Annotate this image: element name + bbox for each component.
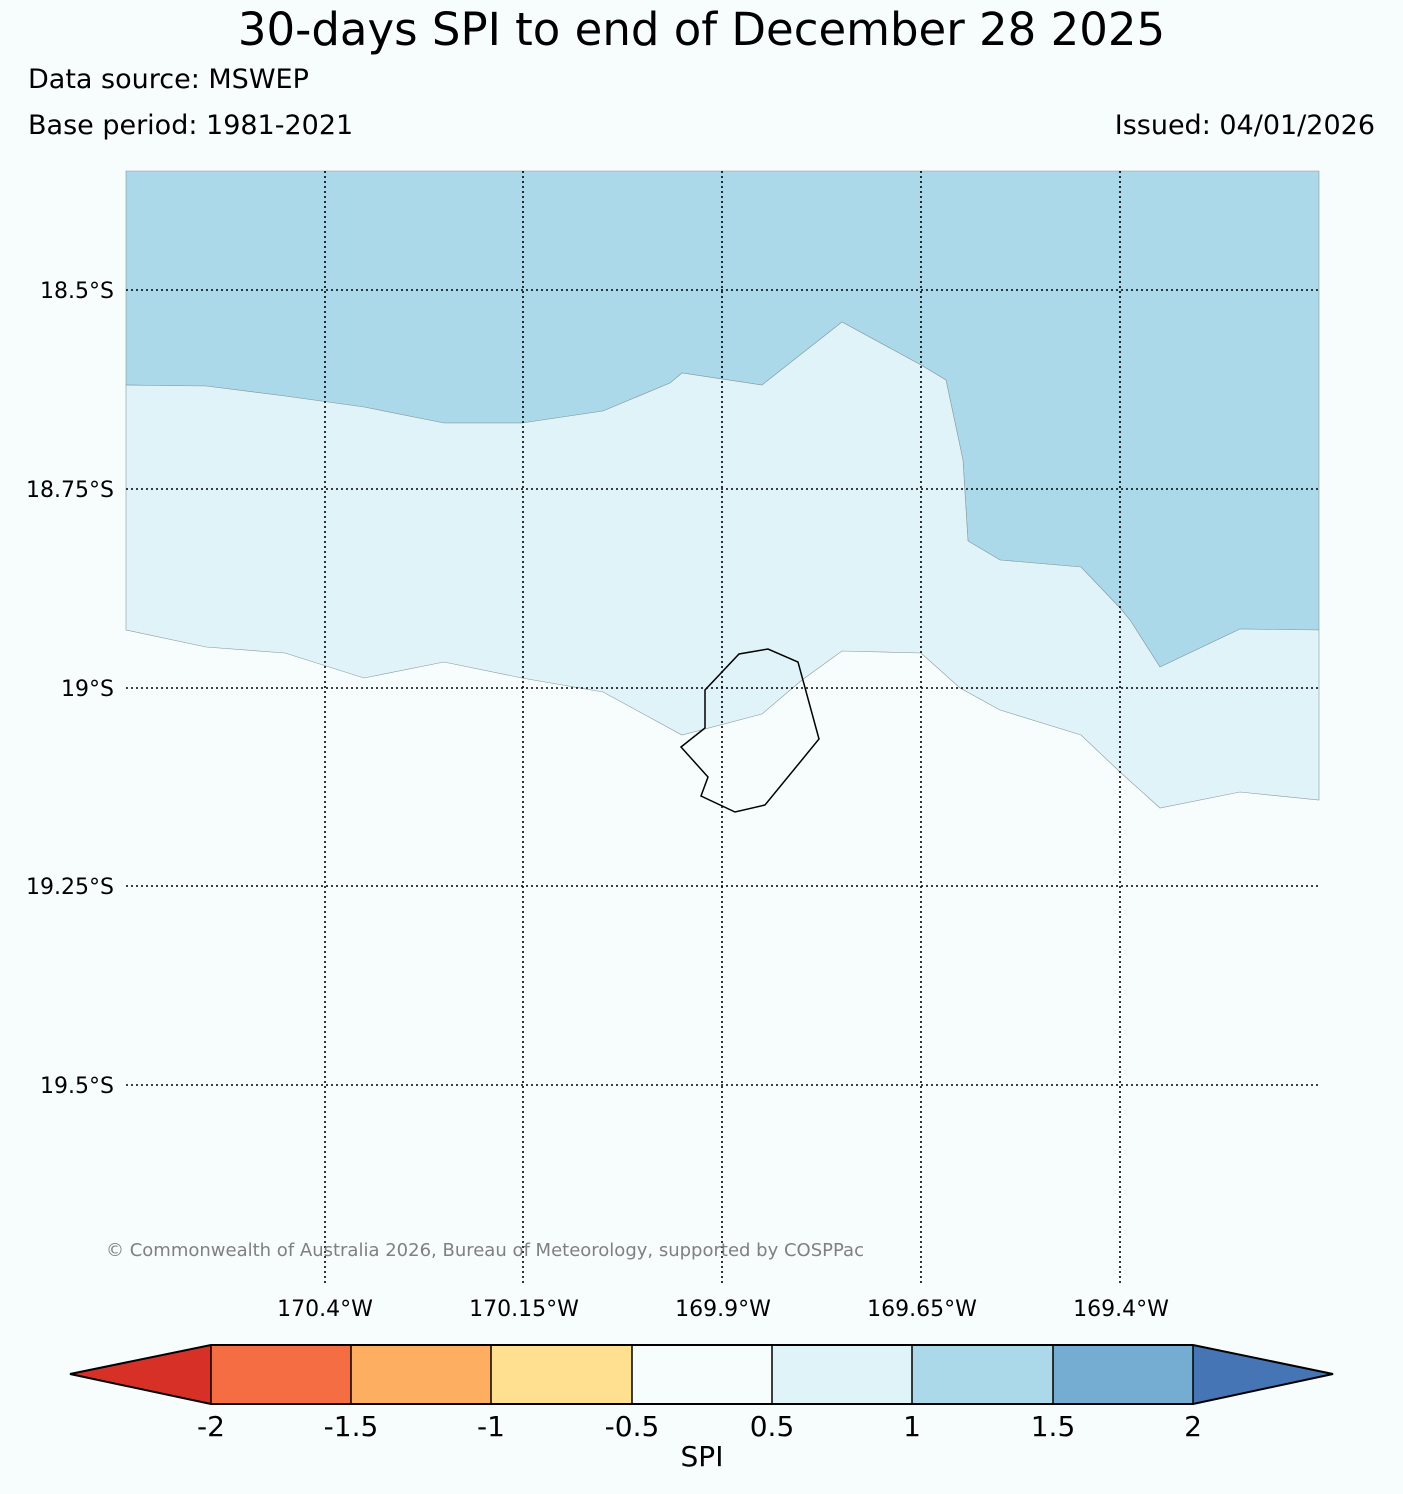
colorbar-tick-neg2: -2 (197, 1410, 225, 1443)
lon-label-169.65: 169.65°W (867, 1297, 977, 1322)
spi-region-0.5-to-1 (125, 321, 1320, 809)
lon-label-169.4: 169.4°W (1073, 1297, 1169, 1322)
data-source: Data source: MSWEP (28, 64, 309, 95)
lon-label-170.15: 170.15°W (469, 1297, 579, 1322)
colorbar-extend-low (70, 1345, 211, 1404)
colorbar-tick-neg0.5: -0.5 (605, 1410, 660, 1443)
island-outline-niue (679, 648, 820, 813)
colorbar-segment-neg2-neg1.5 (211, 1345, 351, 1404)
colorbar-segment-neg1-neg0.5 (491, 1345, 632, 1404)
colorbar-segment-0.5-1 (772, 1345, 912, 1404)
colorbar-tick-neg1: -1 (477, 1410, 505, 1443)
colorbar-segment-1.5-2 (1053, 1345, 1193, 1404)
colorbar-segment-1-1.5 (912, 1345, 1053, 1404)
map-panel: 18.5°S 18.75°S 19°S 19.25°S 19.5°S 170.4… (26, 170, 1320, 1322)
colorbar-tick-1: 1 (903, 1410, 921, 1443)
lon-label-169.9: 169.9°W (675, 1297, 771, 1322)
lat-label-19: 19°S (61, 677, 114, 702)
map-title: 30-days SPI to end of December 28 2025 (237, 3, 1166, 56)
lat-label-19.5: 19.5°S (40, 1074, 114, 1099)
colorbar-tick-1.5: 1.5 (1031, 1410, 1076, 1443)
colorbar-tick-0.5: 0.5 (750, 1410, 795, 1443)
colorbar: -2 -1.5 -1 -0.5 0.5 1 1.5 2 SPI (69, 1344, 1334, 1473)
lat-label-18.5: 18.5°S (40, 279, 114, 304)
lat-label-19.25: 19.25°S (26, 875, 114, 900)
lat-label-18.75: 18.75°S (26, 478, 114, 503)
colorbar-tick-2: 2 (1184, 1410, 1202, 1443)
lon-label-170.4: 170.4°W (277, 1297, 373, 1322)
colorbar-segment-neg1.5-neg1 (351, 1345, 491, 1404)
base-period: Base period: 1981-2021 (28, 110, 354, 141)
copyright-notice: © Commonwealth of Australia 2026, Bureau… (106, 1240, 864, 1261)
colorbar-extend-high (1193, 1345, 1333, 1404)
colorbar-segment-neg0.5-0.5 (632, 1345, 772, 1404)
colorbar-title: SPI (681, 1440, 724, 1473)
issued-date: Issued: 04/01/2026 (1114, 110, 1375, 141)
colorbar-dividers (210, 1345, 1194, 1404)
colorbar-tick-neg1.5: -1.5 (324, 1410, 379, 1443)
gridlines (126, 171, 1319, 1285)
